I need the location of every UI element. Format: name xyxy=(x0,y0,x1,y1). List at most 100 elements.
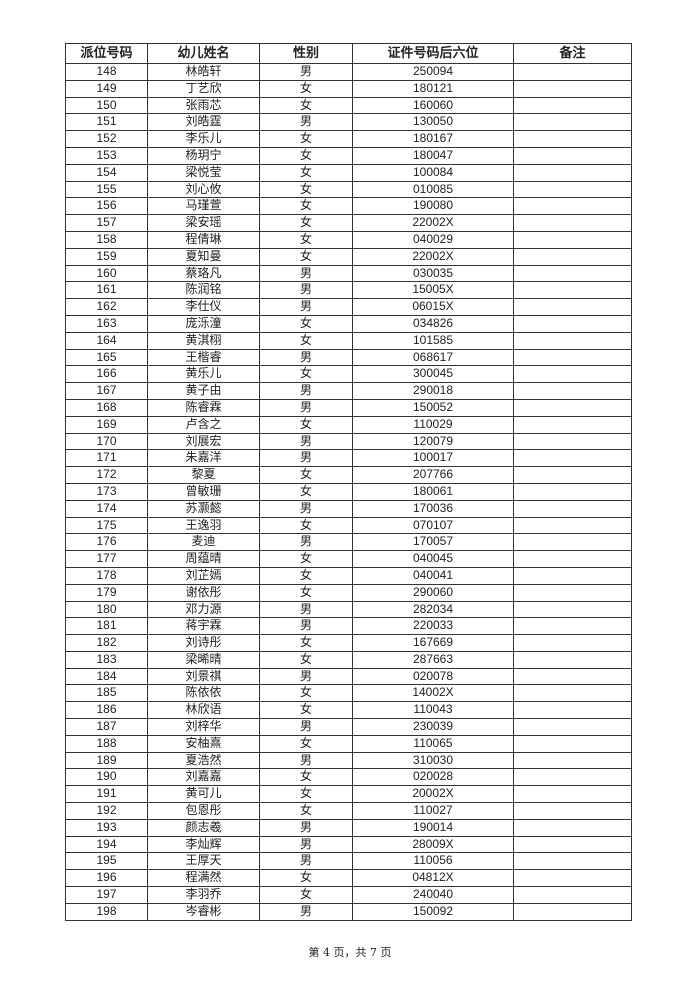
cell-id-last-six: 282034 xyxy=(352,600,514,619)
cell-id-last-six: 020028 xyxy=(352,768,514,787)
cell-child-name: 杨玥宁 xyxy=(147,146,260,165)
cell-child-name: 黄乐儿 xyxy=(147,365,260,384)
cell-remarks xyxy=(513,163,632,182)
cell-child-name: 邓力源 xyxy=(147,600,260,619)
cell-id-last-six: 110056 xyxy=(352,852,514,871)
table-row: 157 梁安瑶女 22002X xyxy=(65,214,632,232)
table-row: 170 刘展宏男 120079 xyxy=(65,432,632,451)
cell-gender: 女 xyxy=(259,146,353,165)
cell-gender: 女 xyxy=(259,230,353,249)
cell-remarks xyxy=(513,818,632,837)
cell-gender: 女 xyxy=(259,768,353,787)
cell-seat-number: 179 xyxy=(65,583,148,602)
cell-child-name: 安柚熹 xyxy=(147,734,260,753)
cell-id-last-six: 100017 xyxy=(352,449,514,468)
table-row: 174 苏灏懿男 170036 xyxy=(65,499,632,518)
table-row: 191 黄可儿女 20002X xyxy=(65,785,632,804)
cell-id-last-six: 110065 xyxy=(352,734,514,753)
cell-seat-number: 184 xyxy=(65,667,148,686)
table-row: 153 杨玥宁女 180047 xyxy=(65,146,632,165)
cell-gender: 女 xyxy=(259,79,353,98)
cell-id-last-six: 290018 xyxy=(352,382,514,400)
cell-child-name: 周蕴晴 xyxy=(147,550,260,568)
table-row: 152 李乐儿女 180167 xyxy=(65,130,632,148)
cell-id-last-six: 300045 xyxy=(352,365,514,384)
cell-child-name: 丁艺欣 xyxy=(147,79,260,98)
cell-child-name: 刘嘉嘉 xyxy=(147,768,260,787)
cell-remarks xyxy=(513,348,632,367)
cell-id-last-six: 120079 xyxy=(352,432,514,451)
table-row: 190 刘嘉嘉女 020028 xyxy=(65,768,632,787)
cell-id-last-six: 150092 xyxy=(352,902,514,921)
cell-child-name: 王逸羽 xyxy=(147,516,260,535)
cell-id-last-six: 100084 xyxy=(352,163,514,182)
cell-gender: 男 xyxy=(259,533,353,552)
cell-seat-number: 178 xyxy=(65,566,148,585)
cell-child-name: 林欣语 xyxy=(147,701,260,720)
cell-remarks xyxy=(513,281,632,300)
cell-id-last-six: 020078 xyxy=(352,667,514,686)
cell-remarks xyxy=(513,382,632,400)
cell-seat-number: 190 xyxy=(65,768,148,787)
cell-gender: 男 xyxy=(259,600,353,619)
cell-seat-number: 186 xyxy=(65,701,148,720)
cell-id-last-six: 250094 xyxy=(352,63,514,81)
header-child-name: 幼儿姓名 xyxy=(147,43,260,64)
cell-child-name: 刘诗彤 xyxy=(147,634,260,652)
cell-remarks xyxy=(513,197,632,216)
cell-id-last-six: 190014 xyxy=(352,818,514,837)
cell-child-name: 刘景祺 xyxy=(147,667,260,686)
cell-child-name: 刘心攸 xyxy=(147,180,260,199)
table-row: 183 梁晞晴女 287663 xyxy=(65,650,632,669)
cell-id-last-six: 040041 xyxy=(352,566,514,585)
cell-id-last-six: 040029 xyxy=(352,230,514,249)
cell-gender: 女 xyxy=(259,550,353,568)
cell-remarks xyxy=(513,96,632,115)
cell-child-name: 黎夏 xyxy=(147,466,260,484)
cell-child-name: 黄子由 xyxy=(147,382,260,400)
cell-seat-number: 177 xyxy=(65,550,148,568)
table-row: 156 马瑾萱女 190080 xyxy=(65,197,632,216)
cell-remarks xyxy=(513,835,632,854)
cell-id-last-six: 110029 xyxy=(352,415,514,434)
cell-gender: 女 xyxy=(259,197,353,216)
table-row: 179 谢依彤女 290060 xyxy=(65,583,632,602)
cell-gender: 女 xyxy=(259,314,353,333)
cell-remarks xyxy=(513,482,632,501)
cell-remarks xyxy=(513,751,632,770)
cell-seat-number: 160 xyxy=(65,264,148,283)
cell-gender: 男 xyxy=(259,499,353,518)
cell-remarks xyxy=(513,466,632,484)
table-row: 194 李灿辉男 28009X xyxy=(65,835,632,854)
cell-remarks xyxy=(513,180,632,199)
cell-child-name: 陈依依 xyxy=(147,684,260,703)
cell-gender: 男 xyxy=(259,298,353,316)
cell-child-name: 夏浩然 xyxy=(147,751,260,770)
cell-id-last-six: 190080 xyxy=(352,197,514,216)
cell-remarks xyxy=(513,768,632,787)
cell-remarks xyxy=(513,902,632,921)
table-row: 186 林欣语女 110043 xyxy=(65,701,632,720)
cell-seat-number: 185 xyxy=(65,684,148,703)
cell-gender: 男 xyxy=(259,281,353,300)
table-row: 178 刘芷嫣女 040041 xyxy=(65,566,632,585)
cell-seat-number: 158 xyxy=(65,230,148,249)
cell-gender: 男 xyxy=(259,852,353,871)
cell-gender: 男 xyxy=(259,617,353,636)
cell-id-last-six: 180121 xyxy=(352,79,514,98)
cell-seat-number: 194 xyxy=(65,835,148,854)
cell-remarks xyxy=(513,583,632,602)
cell-id-last-six: 287663 xyxy=(352,650,514,669)
cell-child-name: 刘梓华 xyxy=(147,718,260,736)
cell-remarks xyxy=(513,113,632,132)
cell-seat-number: 189 xyxy=(65,751,148,770)
cell-id-last-six: 101585 xyxy=(352,331,514,350)
table-row: 192 包恩彤女 110027 xyxy=(65,802,632,820)
cell-id-last-six: 230039 xyxy=(352,718,514,736)
cell-id-last-six: 20002X xyxy=(352,785,514,804)
table-row: 162 李仕仪男 06015X xyxy=(65,298,632,316)
cell-child-name: 刘芷嫣 xyxy=(147,566,260,585)
cell-id-last-six: 15005X xyxy=(352,281,514,300)
table-row: 158 程倩琳女 040029 xyxy=(65,230,632,249)
cell-remarks xyxy=(513,617,632,636)
